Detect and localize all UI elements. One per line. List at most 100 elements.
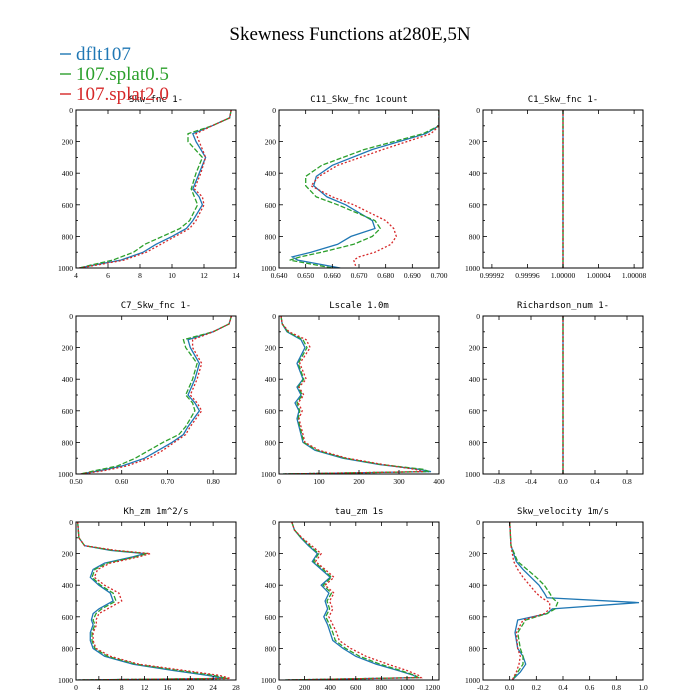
series-line-1 [80, 316, 233, 474]
x-tick-label: 12 [141, 683, 149, 692]
x-tick-label: 0 [277, 683, 281, 692]
y-tick-label: 600 [62, 407, 74, 416]
x-tick-label: 4 [97, 683, 101, 692]
x-tick-label: 0.670 [351, 271, 368, 280]
series-line-1 [290, 110, 439, 268]
x-tick-label: 20 [187, 683, 195, 692]
y-tick-label: 0 [272, 518, 276, 527]
x-tick-label: 1.00000 [551, 271, 576, 280]
x-tick-label: 0.99992 [480, 271, 505, 280]
y-tick-label: 400 [469, 375, 481, 384]
series-line-1 [509, 522, 640, 680]
panel-title: Richardson_num 1- [517, 301, 609, 311]
series-line-3 [509, 522, 551, 680]
x-tick-label: 0.6 [585, 683, 595, 692]
x-tick-label: 0.8 [612, 683, 622, 692]
y-tick-label: 800 [62, 232, 74, 241]
legend-entry: dflt107 [76, 44, 131, 65]
y-tick-label: 1000 [261, 470, 276, 479]
y-tick-label: 0 [69, 312, 73, 321]
x-tick-label: 1000 [400, 683, 415, 692]
y-tick-label: 800 [62, 644, 74, 653]
y-tick-label: 600 [62, 613, 74, 622]
panel-title: Skw_fnc 1- [129, 95, 183, 105]
y-tick-label: 600 [62, 201, 74, 210]
series-line-2 [280, 316, 430, 474]
x-tick-label: 0.50 [69, 477, 82, 486]
x-tick-label: 6 [106, 271, 110, 280]
x-tick-label: 0.650 [297, 271, 314, 280]
y-tick-label: 0 [476, 106, 480, 115]
series-group [77, 522, 231, 680]
panel-6: Richardson_num 1- 0 200 400 600 800 1000 -0.8 -0… [465, 301, 644, 486]
series-line-2 [285, 522, 421, 680]
x-tick-label: -0.2 [477, 683, 489, 692]
y-tick-label: 0 [272, 312, 276, 321]
y-tick-label: 200 [265, 138, 277, 147]
series-line-1 [77, 522, 225, 680]
series-line-2 [509, 522, 559, 680]
y-tick-label: 0 [272, 106, 276, 115]
x-tick-label: 16 [164, 683, 172, 692]
y-tick-label: 400 [265, 581, 277, 590]
y-tick-label: 200 [62, 138, 74, 147]
plot-frame [75, 315, 237, 475]
series-group [80, 316, 233, 474]
x-tick-label: -0.4 [525, 477, 537, 486]
plot-frame [278, 315, 440, 475]
panel-title: Lscale 1.0m [329, 301, 389, 311]
y-tick-label: 400 [265, 169, 277, 178]
x-tick-label: 0.80 [207, 477, 220, 486]
plot-frame [75, 521, 237, 681]
x-tick-label: 0.8 [622, 477, 632, 486]
figure-title: Skewness Functions at280E,5N [229, 24, 470, 45]
x-tick-label: 0.0 [505, 683, 515, 692]
y-tick-label: 400 [469, 581, 481, 590]
y-tick-label: 1000 [465, 470, 480, 479]
y-tick-label: 200 [469, 344, 481, 353]
series-group [285, 522, 423, 680]
x-tick-label: -0.8 [493, 477, 505, 486]
x-tick-label: 8 [138, 271, 142, 280]
x-tick-label: 0.660 [324, 271, 341, 280]
x-tick-label: 0.60 [115, 477, 128, 486]
y-tick-label: 400 [62, 169, 74, 178]
x-tick-label: 28 [232, 683, 240, 692]
y-tick-label: 1000 [58, 676, 73, 685]
series-line-2 [80, 316, 233, 474]
y-tick-label: 800 [469, 232, 481, 241]
series-line-1 [79, 110, 232, 268]
x-tick-label: 0.4 [590, 477, 600, 486]
x-tick-label: 200 [299, 683, 311, 692]
panel-title: Skw_velocity 1m/s [517, 507, 609, 517]
x-tick-label: 0 [277, 477, 281, 486]
series-line-3 [77, 522, 231, 680]
y-tick-label: 600 [265, 201, 277, 210]
y-tick-label: 400 [265, 375, 277, 384]
x-tick-label: 0.0 [558, 477, 568, 486]
series-line-2 [77, 522, 228, 680]
x-tick-label: 600 [350, 683, 362, 692]
y-tick-label: 1000 [465, 676, 480, 685]
y-tick-label: 600 [469, 613, 481, 622]
y-tick-label: 800 [469, 644, 481, 653]
series-group [509, 522, 640, 680]
series-line-1 [285, 522, 420, 680]
x-tick-label: 1.00004 [586, 271, 611, 280]
panel-title: Kh_zm 1m^2/s [123, 507, 188, 517]
y-tick-label: 800 [469, 438, 481, 447]
legend-entry: 107.splat0.5 [76, 64, 169, 85]
y-tick-label: 600 [469, 407, 481, 416]
x-tick-label: 0 [74, 683, 78, 692]
x-tick-label: 12 [200, 271, 208, 280]
y-tick-label: 400 [62, 581, 74, 590]
panel-2: C11_Skw_fnc 1count 0 200 400 600 800 10000.640… [261, 95, 448, 280]
